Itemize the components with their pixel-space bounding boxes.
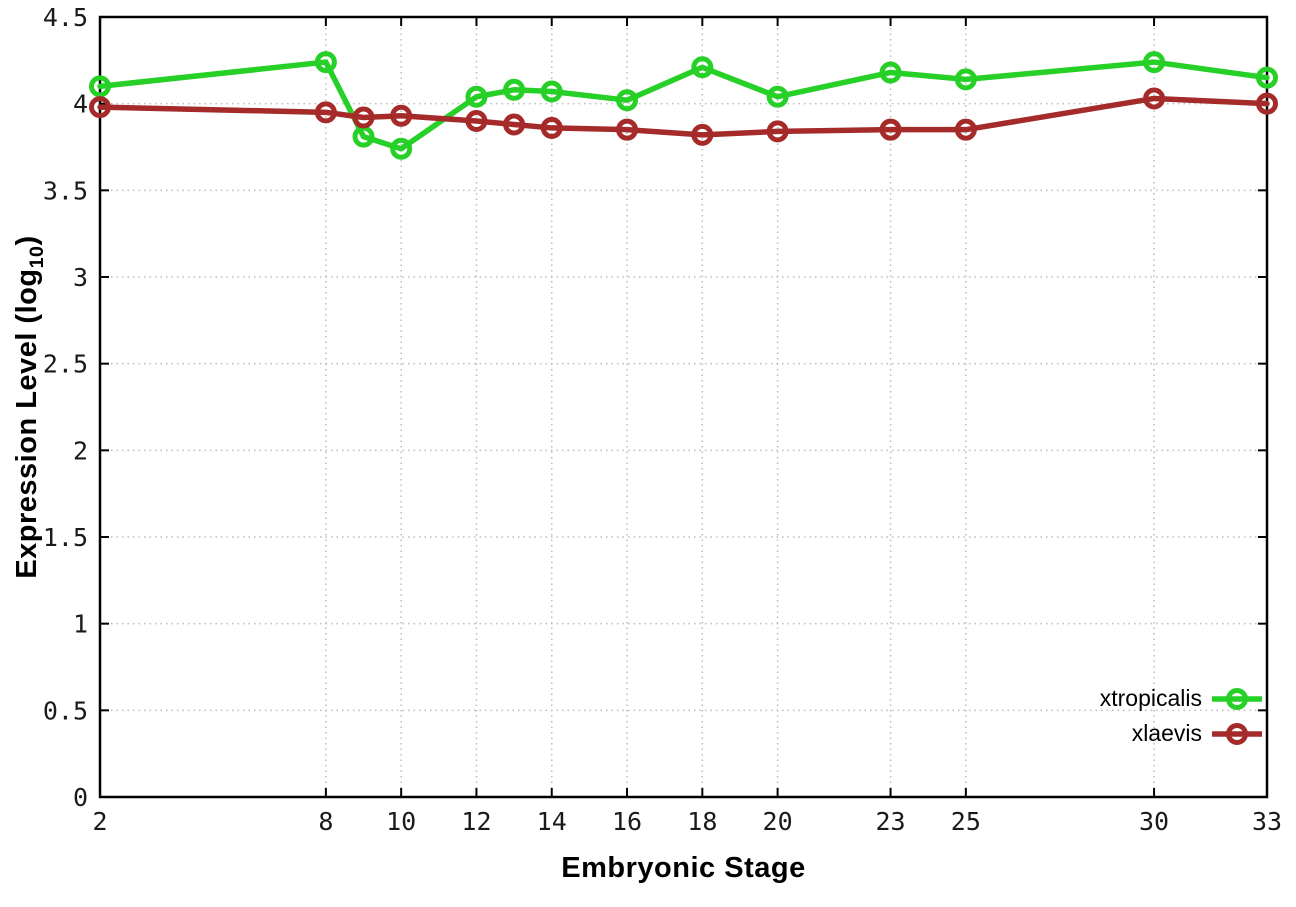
data-point-xtropicalis: [954, 68, 977, 91]
data-point-xlaevis: [314, 101, 337, 124]
data-point-xtropicalis: [314, 51, 337, 74]
data-point-xtropicalis: [616, 89, 639, 112]
x-tick-label: 12: [461, 807, 491, 836]
legend-sample-circle: [1226, 722, 1248, 745]
x-tick-label: 2: [92, 807, 107, 836]
data-point-xtropicalis: [89, 75, 111, 98]
legend-item-xtropicalis: xtropicalis: [1100, 682, 1263, 715]
data-point-xtropicalis: [465, 85, 488, 108]
legend-marker-xtropicalis-icon: [1212, 687, 1262, 710]
data-point-xlaevis: [616, 118, 639, 141]
data-point-xlaevis: [1256, 92, 1278, 115]
x-tick-label: 33: [1252, 807, 1282, 836]
data-point-xlaevis: [352, 106, 375, 129]
data-point-xlaevis: [390, 104, 413, 127]
x-tick-label: 30: [1139, 807, 1169, 836]
data-point-xtropicalis: [1143, 51, 1166, 74]
data-point-xtropicalis: [540, 80, 563, 103]
y-tick-label: 4: [73, 90, 88, 119]
y-tick-label: 1: [73, 610, 88, 639]
data-point-xlaevis: [503, 113, 526, 136]
y-axis-title: Expression Level (log10): [11, 235, 49, 578]
data-point-xtropicalis: [766, 85, 789, 108]
data-point-xtropicalis: [691, 56, 714, 79]
y-axis-title-close: ): [11, 235, 44, 246]
legend-label-xtropicalis: xtropicalis: [1099, 685, 1202, 711]
legend: xtropicalis xlaevis: [1100, 682, 1263, 750]
legend-label-xlaevis: xlaevis: [1131, 720, 1202, 746]
y-tick-label: 4.5: [43, 3, 88, 32]
data-point-xlaevis: [540, 116, 563, 139]
y-tick-label: 2.5: [43, 350, 88, 379]
x-tick-label: 10: [386, 807, 416, 836]
y-tick-label: 2: [73, 436, 88, 465]
data-point-xtropicalis: [503, 78, 526, 101]
legend-sample-circle: [1226, 687, 1248, 710]
data-point-xtropicalis: [879, 61, 902, 84]
x-tick-label: 18: [687, 807, 717, 836]
y-tick-label: 3: [73, 263, 88, 292]
x-tick-label: 8: [318, 807, 333, 836]
x-tick-label: 23: [875, 807, 905, 836]
x-tick-label: 14: [537, 807, 567, 836]
legend-item-xlaevis: xlaevis: [1100, 717, 1263, 750]
legend-marker-xlaevis-icon: [1212, 722, 1262, 745]
data-point-xlaevis: [954, 118, 977, 141]
y-tick-label: 1.5: [43, 523, 88, 552]
data-point-xlaevis: [1143, 87, 1166, 110]
data-point-xlaevis: [89, 96, 111, 119]
data-point-xlaevis: [691, 123, 714, 146]
data-point-xtropicalis: [1256, 66, 1278, 89]
data-point-xlaevis: [465, 110, 488, 132]
y-tick-label: 3.5: [43, 176, 88, 205]
data-point-xtropicalis: [390, 137, 413, 160]
plot-border: [98, 15, 1269, 799]
x-axis-title: Embryonic Stage: [561, 852, 806, 884]
data-point-xlaevis: [766, 120, 789, 143]
y-tick-label: 0: [73, 783, 88, 812]
x-tick-label: 16: [612, 807, 642, 836]
y-tick-label: 0.5: [43, 696, 88, 725]
y-axis-title-text: Expression Level (log: [11, 268, 44, 579]
data-point-xlaevis: [879, 118, 902, 141]
y-axis-title-subscript: 10: [25, 245, 48, 269]
x-tick-label: 25: [951, 807, 981, 836]
x-tick-label: 20: [763, 807, 793, 836]
